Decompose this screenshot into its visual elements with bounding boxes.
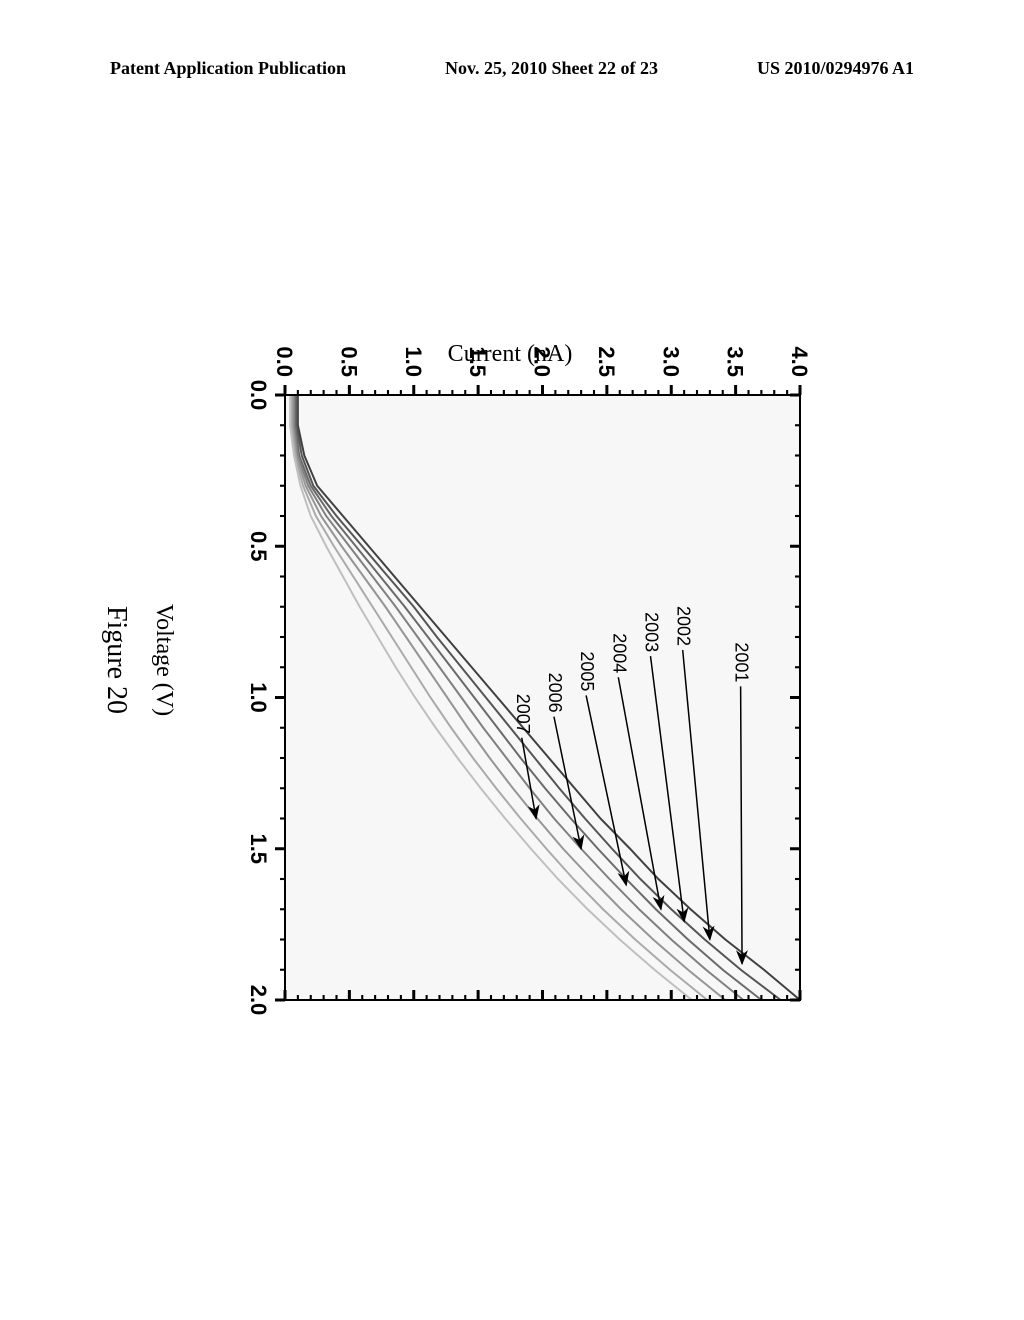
svg-text:3.0: 3.0 [658, 346, 683, 377]
svg-text:2004: 2004 [609, 633, 629, 673]
x-axis-label: Voltage (V) [150, 604, 177, 716]
svg-text:2007: 2007 [513, 694, 533, 734]
header-right: US 2010/0294976 A1 [757, 58, 914, 79]
svg-text:2001: 2001 [732, 642, 752, 682]
svg-text:4.0: 4.0 [787, 346, 812, 377]
svg-text:2006: 2006 [545, 673, 565, 713]
chart-plot: 0.00.51.01.52.00.00.51.01.52.02.53.03.54… [140, 300, 880, 1020]
svg-text:2003: 2003 [642, 612, 662, 652]
svg-text:0.5: 0.5 [246, 531, 271, 562]
svg-text:1.0: 1.0 [246, 682, 271, 713]
svg-text:0.0: 0.0 [272, 346, 297, 377]
svg-text:1.0: 1.0 [401, 346, 426, 377]
page-header: Patent Application Publication Nov. 25, … [110, 58, 914, 79]
figure-container: 0.00.51.01.52.00.00.51.01.52.02.53.03.54… [140, 300, 880, 1020]
svg-text:0.0: 0.0 [246, 380, 271, 411]
svg-text:2.0: 2.0 [246, 985, 271, 1016]
header-center: Nov. 25, 2010 Sheet 22 of 23 [445, 58, 658, 79]
svg-text:2002: 2002 [674, 606, 694, 646]
y-axis-label: Current (nA) [448, 341, 573, 368]
svg-text:1.5: 1.5 [246, 833, 271, 864]
svg-text:2.5: 2.5 [594, 346, 619, 377]
svg-text:3.5: 3.5 [723, 346, 748, 377]
header-left: Patent Application Publication [110, 58, 346, 79]
svg-text:0.5: 0.5 [336, 346, 361, 377]
figure-caption: Figure 20 [100, 606, 132, 714]
svg-text:2005: 2005 [577, 651, 597, 691]
